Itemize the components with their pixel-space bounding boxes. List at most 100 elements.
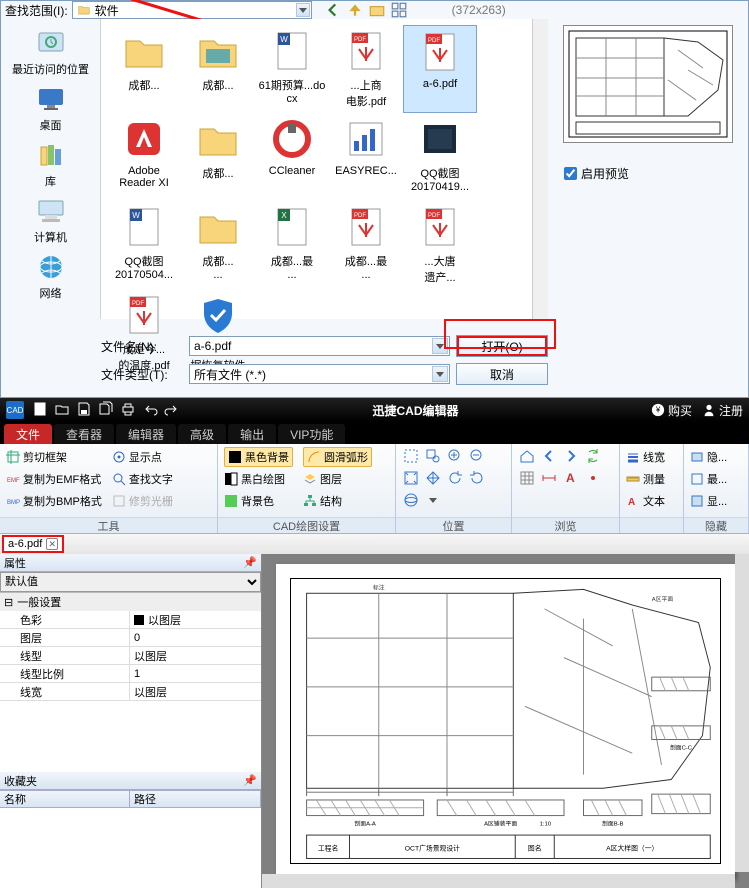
place-network[interactable]: 网络 xyxy=(35,251,67,301)
print-icon[interactable] xyxy=(120,401,136,420)
buy-button[interactable]: ¥购买 xyxy=(651,402,692,419)
pin-icon[interactable]: 📌 xyxy=(243,774,257,787)
lookin-combo[interactable]: 软件 xyxy=(72,1,312,19)
document-tab[interactable]: a-6.pdf ✕ xyxy=(2,535,64,553)
close-tab-icon[interactable]: ✕ xyxy=(46,538,58,550)
ribbon-tab[interactable]: 查看器 xyxy=(54,424,114,444)
linewidth-button[interactable]: 线宽 xyxy=(626,447,677,467)
ribbon-tab[interactable]: 文件 xyxy=(4,424,52,444)
chevron-down-icon[interactable] xyxy=(296,3,310,17)
file-list-scrollbar[interactable] xyxy=(532,19,548,319)
rotate-ccw-icon[interactable] xyxy=(468,469,486,487)
prev-icon[interactable] xyxy=(540,447,558,465)
dim-icon[interactable] xyxy=(540,469,558,487)
fit-icon[interactable] xyxy=(402,469,420,487)
register-button[interactable]: 注册 xyxy=(702,402,743,419)
measure-button[interactable]: 测量 xyxy=(626,469,677,489)
black-bg-toggle[interactable]: 黑色背景 xyxy=(224,447,293,467)
enable-preview-checkbox[interactable]: 启用预览 xyxy=(564,165,629,182)
file-item[interactable]: CCleaner xyxy=(255,113,329,201)
chevron-down-icon[interactable] xyxy=(432,366,448,382)
new-folder-icon[interactable] xyxy=(368,1,386,19)
file-item[interactable]: EASYREC... xyxy=(329,113,403,201)
file-item[interactable]: QQ截图20170419... xyxy=(403,113,477,201)
find-text-button[interactable]: 查找文字 xyxy=(112,469,173,489)
save-icon[interactable] xyxy=(76,401,92,420)
file-item[interactable]: 成都... xyxy=(181,113,255,201)
property-row[interactable]: 线型比例1 xyxy=(0,665,261,683)
home-icon[interactable] xyxy=(518,447,536,465)
new-icon[interactable] xyxy=(32,401,48,420)
file-item[interactable]: 成都... xyxy=(181,25,255,113)
redo-icon[interactable] xyxy=(164,401,180,420)
zoom-window-icon[interactable] xyxy=(424,447,442,465)
place-desktop[interactable]: 桌面 xyxy=(35,83,67,133)
hide-item-2[interactable]: 最... xyxy=(690,469,742,489)
chevron-down-icon[interactable] xyxy=(432,338,448,354)
select-icon[interactable] xyxy=(402,447,420,465)
pan-icon[interactable] xyxy=(424,469,442,487)
clip-frame-button[interactable]: 剪切框架 xyxy=(6,447,102,467)
ribbon-tab[interactable]: 编辑器 xyxy=(116,424,176,444)
place-libraries[interactable]: 库 xyxy=(35,139,67,189)
place-computer[interactable]: 计算机 xyxy=(34,195,67,245)
prop-group-general[interactable]: ⊟一般设置 xyxy=(0,593,261,611)
back-icon[interactable] xyxy=(324,1,342,19)
point-icon[interactable] xyxy=(584,469,602,487)
bw-drawing-toggle[interactable]: 黑白绘图 xyxy=(224,469,293,489)
file-item[interactable]: PDF...上商电影.pdf xyxy=(329,25,403,113)
ribbon-tab[interactable]: VIP功能 xyxy=(278,424,345,444)
open-icon[interactable] xyxy=(54,401,70,420)
structure-button[interactable]: 结构 xyxy=(303,491,372,511)
zoom-out-icon[interactable] xyxy=(468,447,486,465)
file-item[interactable]: X成都...最... xyxy=(255,201,329,289)
open-button[interactable]: 打开(O) xyxy=(456,335,548,357)
ribbon-tab[interactable]: 高级 xyxy=(178,424,226,444)
up-icon[interactable] xyxy=(346,1,364,19)
undo-icon[interactable] xyxy=(142,401,158,420)
text-a-icon[interactable]: A xyxy=(562,469,580,487)
property-row[interactable]: 线宽以图层 xyxy=(0,683,261,701)
property-row[interactable]: 色彩以图层 xyxy=(0,611,261,629)
view-menu-icon[interactable] xyxy=(390,1,408,19)
file-item[interactable]: AdobeReader XI xyxy=(107,113,181,201)
file-item[interactable]: PDF成都...最... xyxy=(329,201,403,289)
file-item[interactable]: PDF...大唐遗产... xyxy=(403,201,477,289)
file-item[interactable]: WQQ截图20170504... xyxy=(107,201,181,289)
pin-icon[interactable]: 📌 xyxy=(243,556,257,569)
canvas-scrollbar-v[interactable] xyxy=(735,554,749,872)
property-row[interactable]: 线型以图层 xyxy=(0,647,261,665)
rotate-cw-icon[interactable] xyxy=(446,469,464,487)
ribbon-tab[interactable]: 输出 xyxy=(228,424,276,444)
3d-orbit-icon[interactable] xyxy=(402,491,420,509)
drawing-canvas[interactable]: 标注 A区平面 xyxy=(262,554,749,888)
grid-icon[interactable] xyxy=(518,469,536,487)
cancel-button[interactable]: 取消 xyxy=(456,363,548,385)
show-points-button[interactable]: 显示点 xyxy=(112,447,173,467)
save-all-icon[interactable] xyxy=(98,401,114,420)
canvas-scrollbar-h[interactable] xyxy=(262,874,735,888)
zoom-in-icon[interactable] xyxy=(446,447,464,465)
next-icon[interactable] xyxy=(562,447,580,465)
refresh-icon[interactable] xyxy=(584,447,602,465)
file-item[interactable]: PDFa-6.pdf xyxy=(403,25,477,113)
favorites-list[interactable] xyxy=(0,808,261,888)
layer-button[interactable]: 图层 xyxy=(303,469,372,489)
properties-selector[interactable]: 默认值 xyxy=(0,572,261,592)
filetype-combo[interactable]: 所有文件 (*.*) xyxy=(189,364,450,384)
file-item[interactable]: W61期预算...docx xyxy=(255,25,329,113)
filename-input[interactable]: a-6.pdf xyxy=(189,336,450,356)
file-item[interactable]: 成都... xyxy=(107,25,181,113)
bg-color-button[interactable]: 背景色 xyxy=(224,491,293,511)
hide-item-3[interactable]: 显... xyxy=(690,491,742,511)
file-item[interactable]: 成都...... xyxy=(181,201,255,289)
text-button[interactable]: A文本 xyxy=(626,491,677,511)
property-row[interactable]: 图层0 xyxy=(0,629,261,647)
copy-emf-button[interactable]: EMF复制为EMF格式 xyxy=(6,469,102,489)
file-list[interactable]: 成都...成都...W61期预算...docxPDF...上商电影.pdfPDF… xyxy=(101,19,548,319)
smooth-arc-toggle[interactable]: 圆滑弧形 xyxy=(303,447,372,467)
hide-item-1[interactable]: 隐... xyxy=(690,447,742,467)
place-recent[interactable]: 最近访问的位置 xyxy=(12,27,89,77)
copy-bmp-button[interactable]: BMP复制为BMP格式 xyxy=(6,491,102,511)
dropdown-icon[interactable] xyxy=(424,491,442,509)
